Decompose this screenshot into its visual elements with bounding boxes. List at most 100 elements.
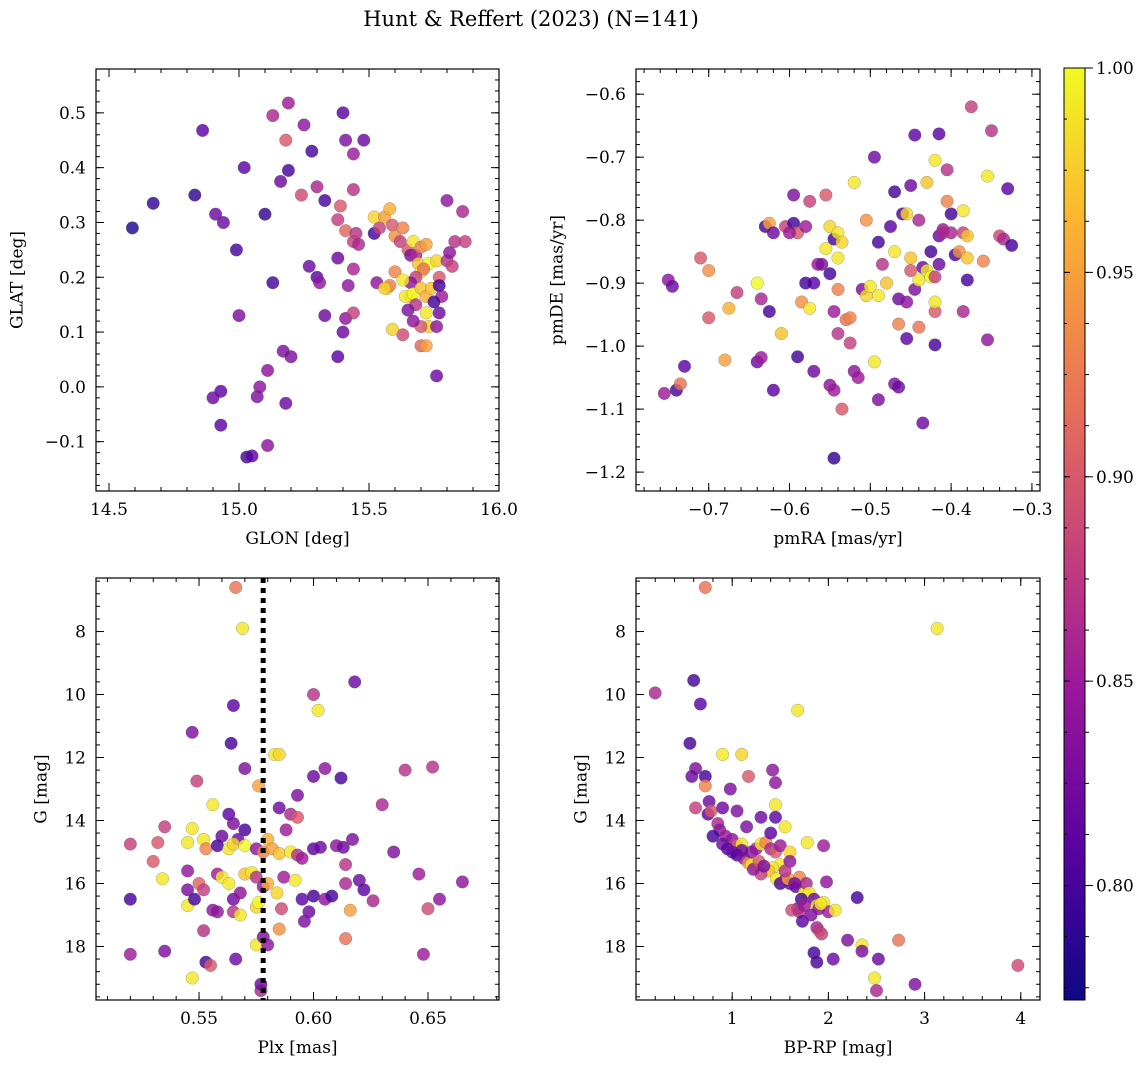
scatter-point	[871, 952, 885, 966]
scatter-point	[419, 237, 433, 251]
scatter-point	[892, 933, 906, 947]
scatter-point	[146, 854, 160, 868]
y-axis-label: G [mag]	[572, 754, 592, 823]
scatter-point	[828, 903, 842, 917]
scatter-point	[783, 226, 797, 240]
scatter-point	[196, 123, 210, 137]
y-tick-label: −0.9	[585, 274, 626, 294]
scatter-point	[206, 798, 220, 812]
scatter-point	[685, 769, 699, 783]
scatter-point	[778, 864, 792, 878]
scatter-point	[125, 221, 139, 235]
scatter-point	[888, 185, 902, 199]
scatter-point	[867, 355, 881, 369]
scatter-point	[892, 380, 906, 394]
scatter-point	[277, 870, 291, 884]
scatter-point	[722, 301, 736, 315]
scatter-point	[398, 763, 412, 777]
scatter-point	[742, 769, 756, 783]
scatter-point	[158, 820, 172, 834]
scatter-point	[266, 276, 280, 290]
scatter-point	[307, 688, 321, 702]
scatter-point	[888, 245, 902, 259]
scatter-point	[928, 338, 942, 352]
scatter-point	[185, 971, 199, 985]
scatter-point	[339, 932, 353, 946]
scatter-point	[827, 305, 841, 319]
x-tick-label: −0.7	[688, 500, 729, 520]
scatter-point	[310, 180, 324, 194]
scatter-point	[229, 952, 243, 966]
scatter-point	[867, 150, 881, 164]
scatter-point	[912, 320, 926, 334]
x-axis-label: pmRA [mas/yr]	[773, 529, 902, 549]
scatter-point	[261, 439, 275, 453]
scatter-point	[346, 832, 360, 846]
scatter-point	[455, 875, 469, 889]
y-tick-label: 0.1	[59, 323, 86, 343]
proper-motion-points	[657, 100, 1019, 465]
x-tick-label: −0.6	[769, 500, 810, 520]
scatter-point	[859, 213, 873, 227]
scatter-point	[266, 109, 280, 123]
scatter-point	[357, 133, 371, 147]
y-tick-label: 10	[64, 686, 86, 706]
colorbar: 0.80 0.85 0.90 0.95 1.00	[1063, 59, 1134, 1001]
scatter-point	[272, 847, 286, 861]
scatter-point	[336, 106, 350, 120]
scatter-point	[417, 262, 431, 276]
scatter-point	[960, 273, 974, 287]
skyplot-points	[125, 96, 472, 464]
scatter-point	[716, 801, 730, 815]
scatter-point	[870, 984, 884, 998]
scatter-point	[185, 725, 199, 739]
y-tick-label: 0.4	[59, 159, 86, 179]
scatter-point	[928, 153, 942, 167]
scatter-point	[396, 328, 410, 342]
scatter-point	[900, 295, 914, 309]
scatter-point	[920, 175, 934, 189]
scatter-point	[657, 386, 671, 400]
scatter-point	[904, 178, 918, 192]
scatter-point	[766, 763, 780, 777]
scatter-point	[687, 673, 701, 687]
scatter-point	[378, 281, 392, 295]
scatter-point	[412, 867, 426, 881]
x-tick-label: 15.5	[350, 500, 388, 520]
y-tick-label: −1.0	[585, 337, 626, 357]
x-tick-label: 1	[727, 1009, 738, 1029]
scatter-point	[735, 843, 749, 857]
scatter-point	[341, 279, 355, 293]
scatter-point	[880, 276, 894, 290]
y-tick-label: 8	[615, 623, 626, 643]
scatter-point	[831, 282, 845, 296]
scatter-point	[249, 870, 263, 884]
scatter-point	[823, 267, 837, 281]
scatter-point	[302, 259, 316, 273]
axis-ticks	[96, 68, 500, 491]
scatter-point	[440, 193, 454, 207]
scatter-point	[416, 947, 430, 961]
x-tick-label: 0.65	[409, 1009, 447, 1029]
y-tick-label: 12	[64, 749, 86, 769]
scatter-point	[819, 188, 833, 202]
scatter-point	[754, 810, 768, 824]
scatter-point	[318, 762, 332, 776]
colorbar-gradient	[1063, 67, 1086, 1001]
scatter-point	[430, 320, 444, 334]
axis-ticks	[635, 578, 1041, 1000]
scatter-point	[797, 899, 811, 913]
scatter-point	[820, 875, 834, 889]
scatter-point	[396, 273, 410, 287]
scatter-point	[206, 903, 220, 917]
scatter-point	[689, 801, 703, 815]
scatter-point	[960, 229, 974, 243]
scatter-point	[981, 333, 995, 347]
scatter-point	[294, 188, 308, 202]
y-tick-label: −0.8	[585, 211, 626, 231]
scatter-point	[393, 235, 407, 249]
scatter-point	[827, 383, 841, 397]
scatter-point	[313, 276, 327, 290]
scatter-point	[716, 747, 730, 761]
